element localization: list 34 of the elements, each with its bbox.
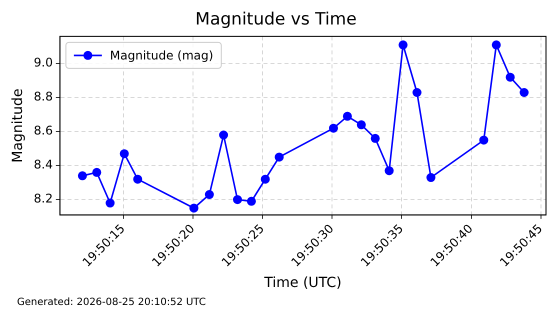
legend-label: Magnitude (mag) [110, 48, 214, 63]
y-tick-label: 8.4 [34, 158, 53, 172]
point [384, 166, 394, 176]
y-tick-label: 8.6 [34, 124, 53, 138]
point [342, 112, 352, 121]
chart-title: Magnitude vs Time [195, 10, 357, 30]
text: Generated: 2026-08-25 20:10:52 UTC [17, 297, 206, 308]
point [133, 174, 142, 184]
point [204, 190, 214, 200]
point [120, 149, 129, 158]
point [520, 88, 529, 98]
point [370, 134, 380, 143]
y-axis-title: Magnitude [10, 88, 26, 163]
point [274, 152, 284, 162]
point [356, 120, 366, 130]
point [260, 174, 270, 184]
point [219, 130, 228, 140]
point [492, 40, 501, 50]
point [189, 204, 198, 213]
point [232, 195, 242, 204]
point [426, 173, 436, 182]
point [106, 198, 115, 208]
x-axis-title: Time (UTC) [263, 275, 342, 292]
point [479, 136, 488, 145]
point [328, 124, 338, 133]
point [398, 40, 408, 50]
y-tick-label: 8.2 [34, 192, 53, 206]
point [412, 88, 422, 98]
point [246, 196, 256, 206]
point [78, 171, 87, 180]
y-tick-label: 8.8 [34, 90, 53, 104]
y-tick-label: 9.0 [34, 56, 53, 70]
point [506, 72, 515, 82]
point [92, 168, 102, 177]
